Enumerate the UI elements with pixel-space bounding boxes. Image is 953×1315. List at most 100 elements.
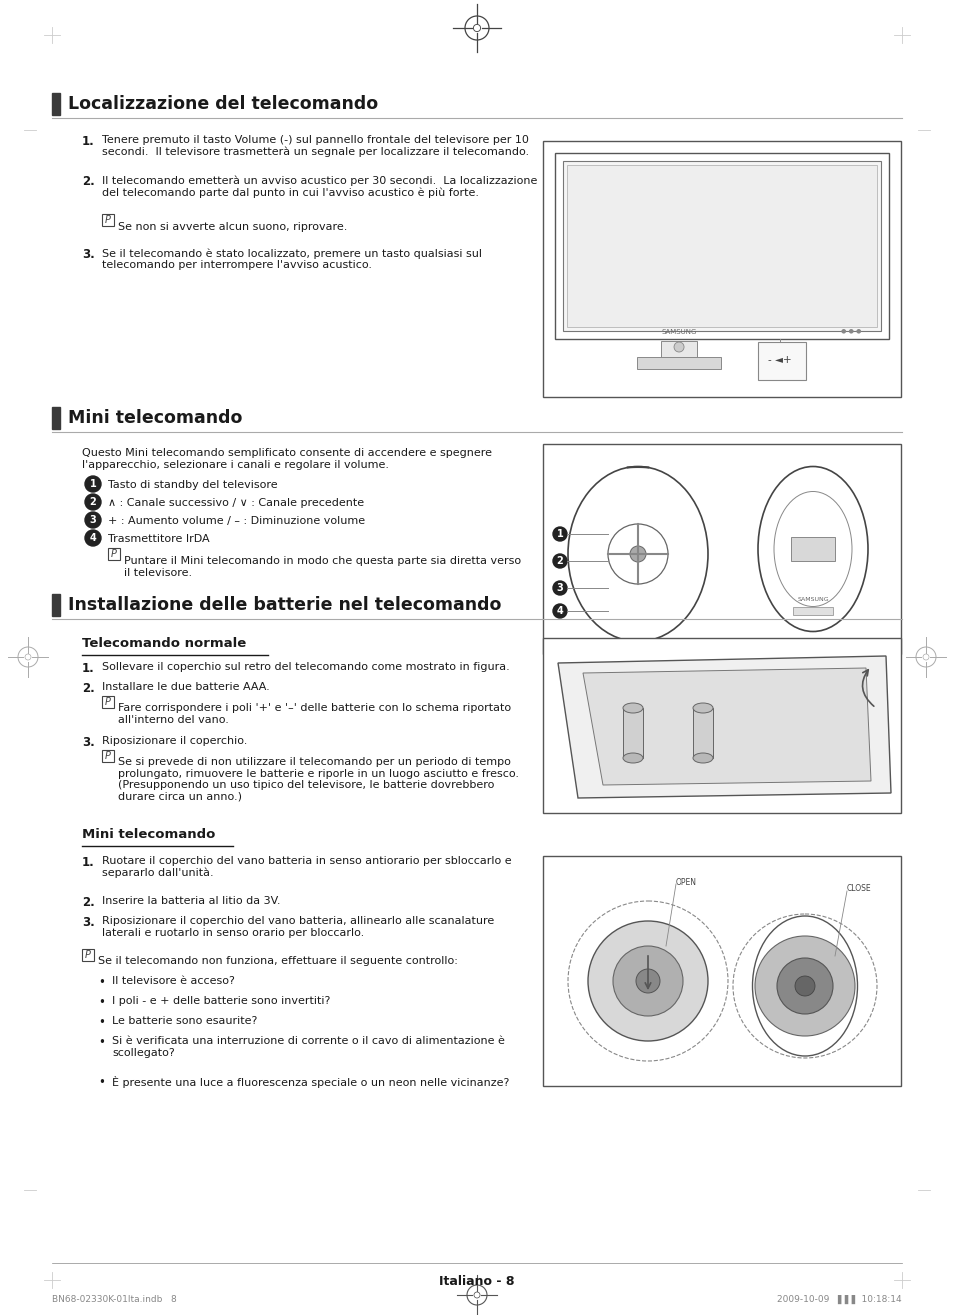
Text: P: P xyxy=(105,697,111,707)
Ellipse shape xyxy=(692,753,712,763)
Text: 2: 2 xyxy=(90,497,96,508)
Text: 1.: 1. xyxy=(82,856,94,869)
Text: Italiano - 8: Italiano - 8 xyxy=(438,1276,515,1287)
Text: Mini telecomando: Mini telecomando xyxy=(68,409,242,427)
Bar xyxy=(757,342,805,380)
Text: SAMSUNG: SAMSUNG xyxy=(660,329,696,335)
Text: Ruotare il coperchio del vano batteria in senso antiorario per sbloccarlo e
sepa: Ruotare il coperchio del vano batteria i… xyxy=(102,856,511,878)
Bar xyxy=(102,696,113,707)
Circle shape xyxy=(85,512,101,529)
Text: 3: 3 xyxy=(556,583,563,593)
Text: BN68-02330K-01Ita.indb   8: BN68-02330K-01Ita.indb 8 xyxy=(52,1295,176,1304)
Circle shape xyxy=(674,342,683,352)
Bar xyxy=(790,537,834,562)
Text: P: P xyxy=(111,548,117,559)
Text: Questo Mini telecomando semplificato consente di accendere e spegnere
l'apparecc: Questo Mini telecomando semplificato con… xyxy=(82,448,492,469)
Text: Tasto di standby del televisore: Tasto di standby del televisore xyxy=(108,480,277,490)
Bar xyxy=(102,750,113,761)
Text: 2.: 2. xyxy=(82,896,94,909)
Text: Si è verificata una interruzione di corrente o il cavo di alimentazione è
scolle: Si è verificata una interruzione di corr… xyxy=(112,1036,504,1057)
Text: P: P xyxy=(85,949,91,960)
Text: Le batterie sono esaurite?: Le batterie sono esaurite? xyxy=(112,1016,257,1026)
Text: 2.: 2. xyxy=(82,682,94,696)
Text: Installare le due batterie AAA.: Installare le due batterie AAA. xyxy=(102,682,270,692)
Text: È presente una luce a fluorescenza speciale o un neon nelle vicinanze?: È presente una luce a fluorescenza speci… xyxy=(112,1076,509,1088)
Text: P: P xyxy=(105,214,111,225)
Circle shape xyxy=(629,546,645,562)
Text: 2009-10-09   ▌▌▌ 10:18:14: 2009-10-09 ▌▌▌ 10:18:14 xyxy=(777,1295,901,1304)
Ellipse shape xyxy=(692,704,712,713)
Circle shape xyxy=(613,945,682,1016)
Text: 3: 3 xyxy=(90,515,96,525)
Text: •: • xyxy=(98,1036,105,1049)
Text: Installazione delle batterie nel telecomando: Installazione delle batterie nel telecom… xyxy=(68,596,501,614)
Circle shape xyxy=(776,959,832,1014)
Text: •: • xyxy=(98,1076,105,1089)
Text: Riposizionare il coperchio del vano batteria, allinearlo alle scanalature
latera: Riposizionare il coperchio del vano batt… xyxy=(102,917,494,938)
Bar xyxy=(555,153,888,339)
Text: Sollevare il coperchio sul retro del telecomando come mostrato in figura.: Sollevare il coperchio sul retro del tel… xyxy=(102,661,509,672)
Text: •: • xyxy=(98,1016,105,1030)
Bar xyxy=(542,141,900,397)
Text: Riposizionare il coperchio.: Riposizionare il coperchio. xyxy=(102,736,247,746)
Circle shape xyxy=(85,494,101,510)
Polygon shape xyxy=(558,656,890,798)
Text: 1.: 1. xyxy=(82,135,94,149)
Bar xyxy=(82,949,94,961)
Polygon shape xyxy=(582,668,870,785)
Ellipse shape xyxy=(622,704,642,713)
Circle shape xyxy=(85,530,101,546)
Bar xyxy=(562,160,880,331)
Text: SAMSUNG: SAMSUNG xyxy=(797,597,828,602)
Text: ∧ : Canale successivo / ∨ : Canale precedente: ∧ : Canale successivo / ∨ : Canale prece… xyxy=(108,498,364,508)
Text: Puntare il Mini telecomando in modo che questa parte sia diretta verso
il televi: Puntare il Mini telecomando in modo che … xyxy=(124,556,520,577)
Bar xyxy=(542,638,900,813)
Text: Se si prevede di non utilizzare il telecomando per un periodo di tempo
prolungat: Se si prevede di non utilizzare il telec… xyxy=(118,757,518,802)
Text: Il telecomando emetterà un avviso acustico per 30 secondi.  La localizzazione
de: Il telecomando emetterà un avviso acusti… xyxy=(102,175,537,197)
Text: 1: 1 xyxy=(556,529,563,539)
Text: Il televisore è acceso?: Il televisore è acceso? xyxy=(112,976,234,986)
Circle shape xyxy=(553,581,566,594)
Circle shape xyxy=(553,604,566,618)
Bar xyxy=(542,856,900,1086)
Text: OPEN: OPEN xyxy=(676,878,697,888)
Text: Mini telecomando: Mini telecomando xyxy=(82,828,215,842)
Circle shape xyxy=(636,969,659,993)
Text: 3.: 3. xyxy=(82,917,94,928)
Text: 2.: 2. xyxy=(82,175,94,188)
Text: - ◄+: - ◄+ xyxy=(767,355,791,366)
Circle shape xyxy=(794,976,814,995)
Bar xyxy=(692,707,712,757)
Bar xyxy=(52,93,60,114)
Text: + : Aumento volume / – : Diminuzione volume: + : Aumento volume / – : Diminuzione vol… xyxy=(108,515,365,526)
Text: I poli - e + delle batterie sono invertiti?: I poli - e + delle batterie sono inverti… xyxy=(112,995,330,1006)
Ellipse shape xyxy=(622,753,642,763)
Circle shape xyxy=(553,554,566,568)
Text: Tenere premuto il tasto Volume (-) sul pannello frontale del televisore per 10
s: Tenere premuto il tasto Volume (-) sul p… xyxy=(102,135,529,158)
Circle shape xyxy=(587,920,707,1041)
Bar xyxy=(52,408,60,429)
Text: •: • xyxy=(98,995,105,1009)
Text: 1: 1 xyxy=(90,479,96,489)
Bar xyxy=(52,594,60,615)
Bar xyxy=(622,707,642,757)
Text: ● ● ●: ● ● ● xyxy=(841,327,861,333)
Circle shape xyxy=(553,527,566,540)
Bar xyxy=(108,548,120,560)
Text: •: • xyxy=(98,976,105,989)
Bar xyxy=(792,608,832,615)
Text: P: P xyxy=(105,751,111,761)
Bar xyxy=(102,214,113,226)
Text: Se non si avverte alcun suono, riprovare.: Se non si avverte alcun suono, riprovare… xyxy=(118,222,347,231)
Text: 3.: 3. xyxy=(82,249,94,260)
Text: Se il telecomando non funziona, effettuare il seguente controllo:: Se il telecomando non funziona, effettua… xyxy=(98,956,457,967)
Bar xyxy=(660,341,697,359)
Text: 2: 2 xyxy=(556,556,563,565)
Bar xyxy=(637,356,720,370)
Circle shape xyxy=(754,936,854,1036)
Text: Telecomando normale: Telecomando normale xyxy=(82,636,246,650)
Text: 4: 4 xyxy=(90,533,96,543)
Text: 1.: 1. xyxy=(82,661,94,675)
Bar xyxy=(542,444,900,654)
Text: CLOSE: CLOSE xyxy=(846,884,871,893)
